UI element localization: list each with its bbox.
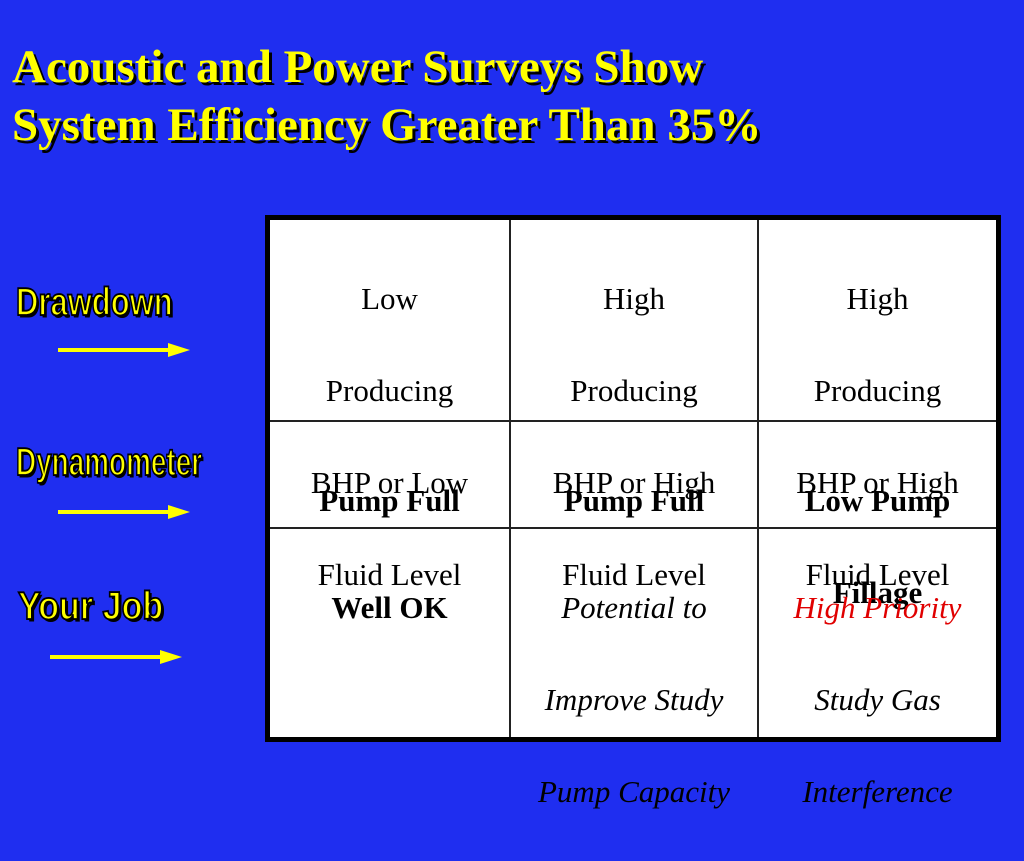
survey-matrix-table: Low Producing BHP or Low Fluid Level Hig… bbox=[265, 215, 1001, 809]
cell-line: Study Gas bbox=[814, 682, 941, 717]
cell-job-potential: Potential to Improve Study Pump Capacity bbox=[511, 529, 759, 809]
cell-line: Pump Full bbox=[563, 483, 705, 518]
slide-title-line-2: System Efficiency Greater Than 35% bbox=[12, 99, 762, 151]
cell-line: Fluid Level bbox=[562, 557, 706, 592]
cell-line: Low bbox=[361, 281, 418, 316]
cell-line: Potential to bbox=[561, 590, 707, 625]
cell-line: Improve Study bbox=[544, 682, 724, 717]
high-priority-text: High Priority bbox=[793, 590, 962, 625]
slide-title: Acoustic and Power Surveys Show System E… bbox=[12, 38, 1017, 154]
cell-line: BHP or High bbox=[796, 465, 959, 500]
cell-line: Interference bbox=[802, 774, 953, 809]
cell-job-well-ok: Well OK bbox=[270, 529, 511, 737]
cell-drawdown-high-1: High Producing BHP or High Fluid Level bbox=[511, 220, 759, 592]
drawdown-arrow-icon bbox=[58, 343, 190, 357]
your-job-arrow-icon bbox=[50, 650, 182, 664]
cell-job-high-priority: High Priority Study Gas Interference bbox=[759, 529, 996, 809]
cell-line: Pump Full bbox=[319, 483, 460, 518]
cell-line: BHP or High bbox=[552, 465, 716, 500]
cell-line: Fluid Level bbox=[317, 557, 462, 592]
cell-line: Fluid Level bbox=[805, 557, 950, 592]
drawdown-label: Drawdown bbox=[15, 279, 173, 325]
cell-line: Producing bbox=[813, 373, 942, 408]
cell-line: Producing bbox=[325, 373, 454, 408]
slide-title-line-1: Acoustic and Power Surveys Show bbox=[12, 41, 704, 93]
cell-dyno-pump-full-1: Pump Full bbox=[270, 422, 511, 529]
dynamometer-label: Dynamometer bbox=[15, 439, 203, 485]
cell-dyno-low-fillage: Low Pump Fillage bbox=[759, 422, 996, 610]
your-job-label: Your Job bbox=[17, 583, 164, 629]
cell-line: Producing bbox=[570, 373, 698, 408]
cell-line: Low Pump bbox=[804, 483, 951, 518]
cell-dyno-pump-full-2: Pump Full bbox=[511, 422, 759, 529]
cell-line: High bbox=[603, 281, 665, 316]
cell-line: Fillage bbox=[832, 575, 923, 610]
cell-drawdown-low: Low Producing BHP or Low Fluid Level bbox=[270, 220, 511, 592]
cell-line: BHP or Low bbox=[310, 465, 469, 500]
dynamometer-arrow-icon bbox=[58, 505, 190, 519]
cell-line: High bbox=[846, 281, 909, 316]
cell-line: Well OK bbox=[331, 590, 448, 625]
cell-line: Pump Capacity bbox=[538, 774, 730, 809]
cell-drawdown-high-2: High Producing BHP or High Fluid Level bbox=[759, 220, 996, 592]
